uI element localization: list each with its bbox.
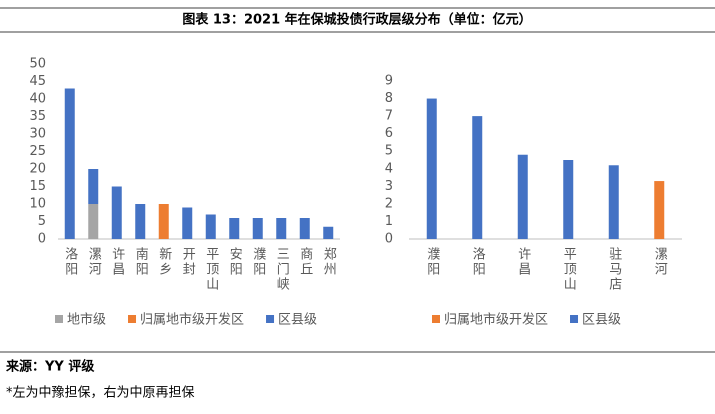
y-tick-label: 50	[29, 57, 46, 72]
bar	[426, 98, 437, 239]
x-tick-label: 南阳	[133, 246, 149, 277]
legend-label: 区县级	[278, 313, 317, 328]
legend-swatch	[266, 315, 275, 323]
bar	[64, 88, 75, 239]
bar	[654, 181, 665, 239]
y-tick-label: 0	[385, 232, 393, 247]
bar	[563, 160, 574, 239]
legend-label: 归属地市级开发区	[140, 312, 244, 328]
x-tick-label: 濮阳	[250, 247, 266, 277]
y-tick-label: 8	[385, 91, 393, 106]
y-tick-label: 6	[385, 126, 393, 141]
y-tick-label: 30	[29, 127, 46, 142]
y-tick-label: 4	[385, 161, 393, 176]
bar	[111, 186, 122, 239]
y-tick-label: 5	[385, 144, 393, 159]
bar	[323, 226, 334, 239]
y-tick-label: 3	[385, 179, 393, 194]
source: 来源：YY 评级	[5, 359, 95, 375]
legend-swatch	[55, 315, 63, 323]
x-tick-label: 驻马店	[606, 247, 622, 292]
legend-swatch	[570, 315, 579, 323]
y-tick-label: 35	[29, 109, 46, 124]
y-tick-label: 1	[385, 214, 393, 229]
x-tick-label: 濮阳	[424, 247, 440, 277]
y-tick-label: 10	[29, 197, 46, 212]
x-tick-label: 商丘	[297, 247, 313, 277]
x-tick-label: 郑州	[321, 247, 337, 277]
note: *左为中豫担保，右为中原再担保	[6, 386, 195, 401]
bar	[517, 154, 528, 239]
bar	[252, 218, 263, 239]
bar	[276, 218, 287, 239]
x-tick-label: 漯河	[652, 247, 668, 277]
x-tick-label: 安阳	[227, 247, 243, 277]
bar	[472, 116, 483, 239]
legend-label: 区县级	[582, 313, 621, 328]
x-tick-label: 漯河	[86, 247, 102, 277]
x-tick-label: 洛阳	[62, 247, 78, 277]
legend-label: 地市级	[67, 312, 106, 328]
x-tick-label: 平顶山	[561, 247, 577, 292]
bar	[135, 204, 146, 239]
legend-label: 归属地市级开发区	[444, 312, 548, 328]
x-tick-label: 三门峡	[274, 247, 290, 292]
x-tick-label: 新乡	[156, 246, 172, 277]
x-tick-label: 平顶山	[203, 247, 219, 292]
bar	[158, 204, 169, 239]
bar	[229, 218, 240, 239]
y-tick-label: 40	[29, 92, 46, 107]
y-tick-label: 20	[29, 162, 46, 177]
x-tick-label: 许昌	[109, 247, 125, 277]
legend-swatch	[432, 315, 440, 323]
x-tick-label: 洛阳	[470, 247, 486, 277]
y-tick-label: 25	[29, 144, 46, 159]
y-tick-label: 5	[38, 214, 46, 229]
page-title: 图表 13：2021 年在保城投债行政层级分布（单位：亿元）	[182, 12, 531, 28]
y-tick-label: 2	[385, 196, 393, 211]
y-tick-label: 45	[29, 74, 46, 89]
bar	[608, 165, 619, 239]
bar	[88, 169, 99, 204]
bar	[88, 204, 99, 239]
y-tick-label: 0	[38, 232, 46, 247]
bar	[182, 207, 193, 239]
bar	[205, 214, 216, 239]
x-tick-label: 许昌	[515, 247, 531, 277]
y-tick-label: 7	[385, 109, 393, 124]
x-tick-label: 开封	[180, 247, 196, 277]
legend-swatch	[128, 315, 137, 323]
y-tick-label: 9	[385, 74, 393, 89]
y-tick-label: 15	[29, 179, 46, 194]
bar	[299, 218, 310, 239]
